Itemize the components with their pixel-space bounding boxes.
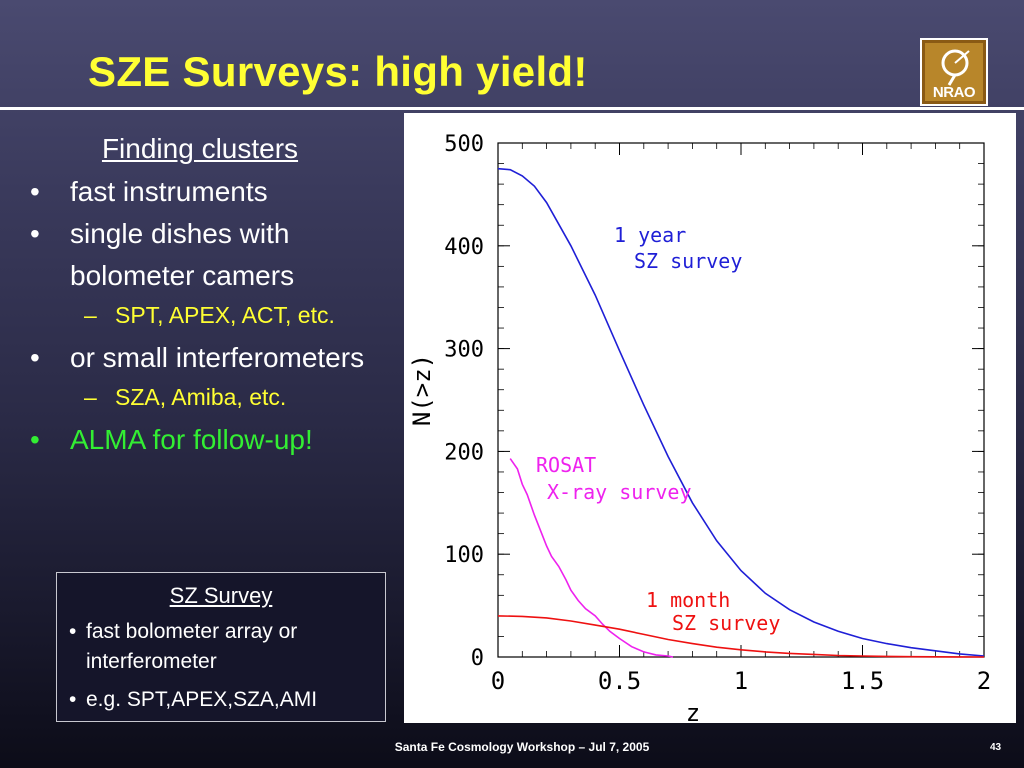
box-bullet-item: • e.g. SPT,APEX,SZA,AMI bbox=[57, 685, 376, 715]
box-bullet-text: e.g. SPT,APEX,SZA,AMI bbox=[86, 688, 318, 711]
y-tick-label: 200 bbox=[444, 440, 484, 465]
x-tick-label: 0.5 bbox=[598, 667, 641, 695]
y-tick-label: 300 bbox=[444, 338, 484, 363]
x-tick-label: 2 bbox=[977, 667, 991, 695]
one-year-label: SZ survey bbox=[634, 249, 742, 273]
y-axis-label: N(>z) bbox=[408, 354, 436, 426]
one-month-label: 1 month bbox=[646, 588, 730, 612]
rosat-label: ROSAT bbox=[536, 453, 596, 477]
radio-dish-icon bbox=[941, 49, 970, 86]
sub-bullet-item: – SZA, Amiba, etc. bbox=[20, 379, 400, 415]
sub-bullet-text: SPT, APEX, ACT, etc. bbox=[115, 302, 335, 328]
y-tick-label: 400 bbox=[444, 235, 484, 260]
rosat-label: X-ray survey bbox=[547, 480, 692, 504]
bullet-icon: • bbox=[30, 342, 40, 373]
bullet-item: • fast instruments bbox=[20, 171, 400, 213]
bullet-item: • single dishes with bolometer camers bbox=[20, 213, 400, 297]
bullet-icon: • bbox=[30, 176, 40, 207]
x-tick-label: 1 bbox=[734, 667, 748, 695]
one-year-label: 1 year bbox=[614, 223, 686, 247]
sub-bullet-text: SZA, Amiba, etc. bbox=[115, 384, 287, 410]
slide-title: SZE Surveys: high yield! bbox=[88, 48, 588, 95]
y-tick-label: 0 bbox=[471, 646, 484, 671]
bullet-list: Finding clusters • fast instruments • si… bbox=[20, 133, 400, 461]
box-bullet-item: • fast bolometer array or interferometer bbox=[57, 617, 376, 677]
footer-text: Santa Fe Cosmology Workshop – Jul 7, 200… bbox=[394, 740, 650, 754]
x-axis-label: z bbox=[686, 699, 700, 723]
bullet-item: • ALMA for follow-up! bbox=[20, 419, 400, 461]
x-tick-label: 0 bbox=[491, 667, 505, 695]
bullet-icon: • bbox=[30, 424, 40, 455]
one-month-label: SZ survey bbox=[672, 611, 780, 635]
x-tick-label: 1.5 bbox=[841, 667, 884, 695]
title-divider bbox=[0, 107, 1024, 110]
one-month-sz-curve bbox=[497, 615, 985, 658]
chart-panel: 0 0.5 1 1.5 2 0 100 200 300 400 500 z N(>z) 1 year SZ … bbox=[404, 113, 1016, 723]
bullet-icon: • bbox=[69, 688, 77, 711]
sub-bullet-item: – SPT, APEX, ACT, etc. bbox=[20, 297, 400, 333]
page-number: 43 bbox=[990, 742, 1002, 753]
sz-survey-box: SZ Survey • fast bolometer array or inte… bbox=[56, 572, 386, 722]
logo-emblem bbox=[925, 43, 983, 101]
y-tick-label: 500 bbox=[444, 132, 484, 157]
rosat-xray-curve bbox=[509, 458, 674, 658]
box-bullet-text: fast bolometer array or interferometer bbox=[86, 620, 298, 673]
bullet-text: or small interferometers bbox=[70, 342, 365, 373]
logo-text: NRAO bbox=[932, 84, 976, 101]
bullet-item: • or small interferometers bbox=[20, 337, 400, 379]
bullet-text: fast instruments bbox=[70, 176, 268, 207]
plot-frame bbox=[497, 142, 985, 658]
dash-icon: – bbox=[84, 384, 97, 410]
dash-icon: – bbox=[84, 302, 97, 328]
bullet-text: single dishes with bolometer camers bbox=[70, 218, 295, 291]
bullet-icon: • bbox=[30, 218, 40, 249]
sz-survey-box-title: SZ Survey bbox=[169, 583, 273, 608]
y-tick-label: 100 bbox=[444, 543, 484, 568]
nrao-logo: NRAO bbox=[920, 38, 988, 106]
bullet-text: ALMA for follow-up! bbox=[70, 424, 313, 455]
bullet-icon: • bbox=[69, 620, 77, 643]
one-year-sz-curve bbox=[497, 167, 985, 657]
finding-clusters-heading: Finding clusters bbox=[101, 133, 299, 164]
